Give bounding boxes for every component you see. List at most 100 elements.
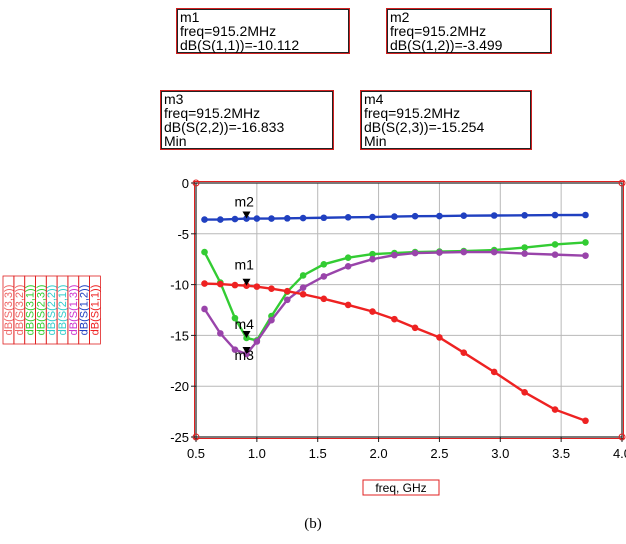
data-point (217, 280, 224, 288)
data-point (283, 296, 291, 304)
marker-triangle (242, 330, 251, 338)
data-point (490, 368, 498, 376)
marker-name: m1 (180, 9, 200, 25)
data-point (369, 213, 376, 221)
data-point (268, 285, 275, 292)
series-line (204, 282, 586, 422)
data-point (201, 305, 208, 313)
data-point (299, 214, 307, 222)
x-tick-label: 3.5 (552, 446, 570, 461)
data-point (582, 252, 589, 259)
data-point (551, 241, 559, 248)
marker-value: dB(S(1,1))=-10.112 (180, 37, 300, 53)
data-point (411, 249, 419, 257)
marker-freq: freq=915.2MHz (164, 105, 261, 121)
legend-entry: dB(S(1,3)) (68, 285, 80, 336)
data-point (320, 214, 328, 222)
data-point (551, 211, 559, 219)
marker-triangle (242, 278, 251, 286)
legend-entry: dB(S(1,1)) (89, 285, 101, 336)
data-point (521, 388, 528, 396)
data-point (201, 248, 208, 256)
data-point (231, 346, 239, 353)
data-point (391, 315, 398, 323)
data-point (253, 283, 261, 290)
data-point (460, 212, 468, 220)
x-axis-label: freq, GHz (375, 481, 426, 495)
marker-readout-m4[interactable]: m4 freq=915.2MHz dB(S(2,3))=-15.254 Min (360, 90, 532, 150)
y-tick-label: 0 (182, 176, 189, 191)
marker-name: m4 (364, 91, 384, 107)
data-point (253, 338, 261, 345)
marker-freq: freq=915.2MHz (364, 105, 461, 121)
data-point (460, 248, 468, 256)
data-point (490, 212, 498, 219)
marker-name: m3 (164, 91, 184, 107)
data-point (551, 406, 559, 413)
data-point (551, 251, 559, 258)
selection-handle (618, 179, 626, 187)
x-tick-label: 0.5 (187, 446, 205, 461)
marker-readout-m3[interactable]: m3 freq=915.2MHz dB(S(2,2))=-16.833 Min (160, 90, 334, 150)
data-point (320, 273, 328, 280)
y-tick-label: -15 (170, 328, 189, 343)
data-point (521, 250, 528, 257)
legend-entry-border (89, 275, 101, 345)
marker-triangle (242, 347, 251, 355)
y-tick-label: -20 (170, 379, 189, 394)
marker-value: dB(S(1,2))=-3.499 (390, 37, 503, 53)
data-point (268, 316, 275, 324)
data-point (231, 314, 239, 322)
y-tick-label: -25 (170, 430, 189, 445)
data-point (369, 308, 376, 315)
data-point (217, 330, 224, 337)
data-point (411, 212, 419, 220)
figure-caption: (b) (304, 516, 322, 532)
data-point (436, 249, 443, 256)
data-point (201, 216, 208, 223)
x-tick-label: 2.5 (430, 446, 448, 461)
data-point (460, 349, 468, 356)
marker-label: m3 (235, 347, 255, 363)
data-point (582, 417, 589, 425)
legend-entry: dB(S(2,3)) (35, 285, 47, 336)
data-point (436, 212, 443, 220)
data-point (391, 251, 398, 259)
legend-entry: dB(S(3,1)) (25, 285, 37, 336)
data-point (299, 290, 307, 298)
data-point (344, 214, 352, 221)
data-point (299, 284, 307, 291)
data-point (201, 280, 208, 287)
x-axis-label-border (362, 479, 440, 496)
data-point (490, 248, 498, 256)
x-tick-label: 2.0 (370, 446, 388, 461)
data-point (320, 260, 328, 268)
marker-value: dB(S(2,2))=-16.833 (164, 119, 285, 135)
data-point (344, 254, 352, 261)
data-point (268, 215, 275, 222)
plot-selection-border (194, 181, 624, 439)
x-tick-label: 1.0 (248, 446, 266, 461)
data-point (320, 295, 328, 303)
marker-label: m2 (235, 194, 255, 210)
data-point (391, 213, 398, 220)
marker-name: m2 (390, 9, 410, 25)
legend-entry: dB(S(2,1)) (57, 285, 69, 336)
legend-entry: dB(S(3,3)) (3, 285, 15, 336)
x-tick-label: 1.5 (309, 446, 327, 461)
legend-entry: dB(S(2,2)) (46, 285, 58, 336)
marker-extra: Min (164, 133, 187, 149)
y-tick-label: -10 (170, 278, 189, 293)
y-tick-label: -5 (177, 227, 189, 242)
legend-entry: dB(S(1,2)) (79, 285, 91, 336)
data-point (217, 216, 224, 223)
legend-entry: dB(S(3,2)) (14, 285, 26, 336)
marker-readout-m1[interactable]: m1 freq=915.2MHz dB(S(1,1))=-10.112 (176, 8, 350, 54)
data-point (231, 281, 239, 289)
marker-value: dB(S(2,3))=-15.254 (364, 119, 485, 135)
marker-readout-m2[interactable]: m2 freq=915.2MHz dB(S(1,2))=-3.499 (386, 8, 552, 54)
data-point (521, 212, 528, 219)
series-line (203, 250, 586, 356)
data-point (344, 263, 352, 270)
marker-triangle (242, 211, 251, 219)
